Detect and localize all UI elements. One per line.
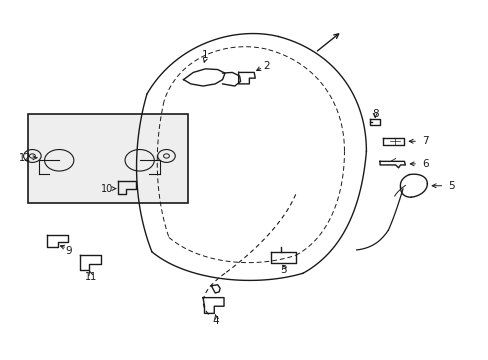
Text: 4: 4 <box>212 316 219 325</box>
Text: 2: 2 <box>263 61 269 71</box>
Text: 5: 5 <box>447 181 454 191</box>
Text: 7: 7 <box>422 136 428 146</box>
Text: 8: 8 <box>371 109 378 119</box>
Text: 3: 3 <box>280 265 286 275</box>
Text: 6: 6 <box>422 159 428 169</box>
FancyBboxPatch shape <box>27 114 188 203</box>
Text: 12: 12 <box>19 153 31 163</box>
Text: 1: 1 <box>202 50 208 60</box>
Text: 9: 9 <box>65 246 72 256</box>
Text: 10: 10 <box>101 184 113 194</box>
Text: 11: 11 <box>84 272 97 282</box>
